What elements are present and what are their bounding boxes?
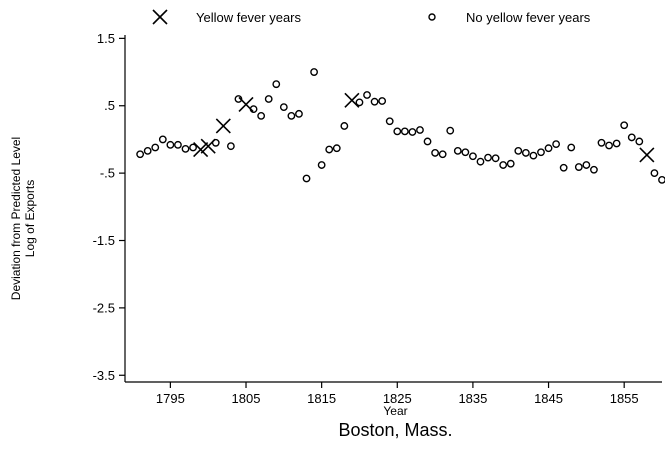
data-point-no-yellow-fever — [378, 97, 387, 105]
data-point-no-yellow-fever — [650, 169, 659, 178]
data-point-no-yellow-fever — [590, 165, 598, 174]
data-point-no-yellow-fever — [287, 111, 296, 120]
data-point-no-yellow-fever — [332, 144, 341, 153]
data-point-no-yellow-fever — [226, 142, 235, 151]
data-point-no-yellow-fever — [355, 98, 364, 107]
data-point-no-yellow-fever — [370, 97, 379, 106]
data-point-no-yellow-fever — [521, 149, 530, 157]
data-point-no-yellow-fever — [400, 127, 409, 136]
legend: Yellow fever years No yellow fever years — [152, 9, 591, 25]
y-axis-label-line: Log of Exports — [23, 180, 37, 257]
chart-title: Boston, Mass. — [338, 420, 452, 440]
data-point-no-yellow-fever — [537, 148, 545, 157]
y-axis-title: Deviation from Predicted Level Log of Exp… — [9, 137, 37, 300]
data-point-no-yellow-fever — [529, 151, 538, 160]
data-point-no-yellow-fever — [567, 143, 576, 152]
legend-label: Yellow fever years — [196, 10, 302, 25]
data-point-no-yellow-fever — [393, 127, 402, 136]
y-tick-label: .5 — [104, 98, 115, 113]
data-point-no-yellow-fever — [340, 122, 349, 130]
x-tick-label: 1835 — [458, 391, 487, 406]
data-point-no-yellow-fever — [189, 143, 197, 152]
data-point-no-yellow-fever — [249, 105, 258, 114]
data-point-no-yellow-fever — [438, 150, 447, 159]
x-tick-label: 1855 — [610, 391, 639, 406]
data-point-no-yellow-fever — [658, 175, 665, 184]
data-point-no-yellow-fever — [385, 117, 394, 126]
x-tick-label: 1845 — [534, 391, 563, 406]
x-tick-label: 1805 — [232, 391, 261, 406]
data-point-no-yellow-fever — [544, 144, 553, 153]
data-point-no-yellow-fever — [506, 159, 515, 168]
data-point-no-yellow-fever — [605, 141, 613, 150]
data-point-no-yellow-fever — [431, 149, 439, 157]
data-point-no-yellow-fever — [446, 126, 455, 135]
y-tick-label: -2.5 — [93, 300, 115, 315]
legend-marker — [428, 13, 436, 21]
data-point-no-yellow-fever — [143, 146, 152, 155]
data-point-no-yellow-fever — [174, 140, 182, 149]
data-point-yellow-fever — [344, 92, 360, 108]
y-tick-label: 1.5 — [97, 31, 115, 46]
data-point-no-yellow-fever — [325, 145, 334, 154]
data-point-no-yellow-fever — [552, 140, 561, 149]
y-axis-label-line: Deviation from Predicted Level — [9, 137, 23, 300]
data-point-no-yellow-fever — [272, 80, 281, 89]
x-tick-label: 1795 — [156, 391, 185, 406]
data-point-yellow-fever — [639, 147, 655, 163]
data-point-no-yellow-fever — [476, 157, 485, 166]
data-point-no-yellow-fever — [461, 148, 470, 157]
data-points — [136, 68, 665, 184]
data-point-no-yellow-fever — [264, 95, 273, 103]
data-point-no-yellow-fever — [484, 153, 492, 162]
data-point-no-yellow-fever — [211, 138, 220, 147]
data-point-no-yellow-fever — [469, 152, 477, 161]
data-point-yellow-fever — [215, 118, 231, 134]
x-axis-label: Year — [383, 404, 407, 418]
data-point-no-yellow-fever — [181, 144, 190, 153]
data-point-no-yellow-fever — [635, 137, 644, 146]
data-point-no-yellow-fever — [597, 138, 606, 147]
x-tick-label: 1815 — [307, 391, 336, 406]
data-point-no-yellow-fever — [627, 133, 636, 142]
data-point-no-yellow-fever — [499, 161, 508, 169]
data-point-no-yellow-fever — [408, 128, 417, 136]
legend-marker — [152, 9, 168, 25]
data-point-no-yellow-fever — [158, 135, 167, 144]
data-point-no-yellow-fever — [302, 174, 311, 183]
data-point-no-yellow-fever — [317, 161, 326, 169]
data-point-no-yellow-fever — [234, 95, 243, 103]
data-point-no-yellow-fever — [582, 161, 591, 169]
data-point-no-yellow-fever — [295, 109, 303, 118]
y-tick-label: -1.5 — [93, 233, 115, 248]
data-point-no-yellow-fever — [514, 146, 523, 155]
data-point-no-yellow-fever — [310, 68, 318, 76]
data-point-no-yellow-fever — [279, 103, 288, 111]
data-point-no-yellow-fever — [574, 163, 583, 171]
axes: 1.5 .5 -.5 -1.5 -2.5 -3.5 1795 1805 1815 1825 1835… — [93, 31, 662, 406]
data-point-no-yellow-fever — [453, 146, 462, 155]
data-point-no-yellow-fever — [620, 121, 629, 130]
y-tick-label: -3.5 — [93, 368, 115, 383]
legend-label: No yellow fever years — [466, 10, 591, 25]
data-point-no-yellow-fever — [166, 140, 175, 149]
data-point-no-yellow-fever — [136, 150, 145, 159]
data-point-no-yellow-fever — [416, 126, 424, 134]
data-point-no-yellow-fever — [363, 91, 371, 99]
data-point-no-yellow-fever — [559, 163, 568, 172]
data-point-no-yellow-fever — [151, 143, 160, 152]
data-point-yellow-fever — [193, 141, 209, 158]
data-point-no-yellow-fever — [491, 154, 500, 163]
y-tick-label: -.5 — [100, 166, 115, 181]
data-point-no-yellow-fever — [612, 139, 621, 148]
data-point-no-yellow-fever — [423, 137, 432, 146]
data-point-no-yellow-fever — [257, 111, 266, 120]
x-tick-label: 1825 — [383, 391, 412, 406]
